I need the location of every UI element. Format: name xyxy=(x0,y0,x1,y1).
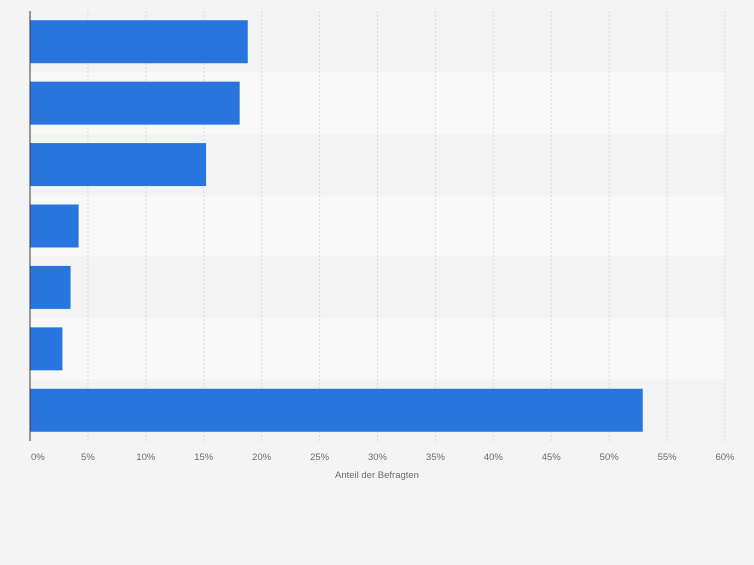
x-tick-label: 35% xyxy=(426,452,446,463)
x-tick-label: 15% xyxy=(194,452,214,463)
x-axis-label: Anteil der Befragten xyxy=(335,470,419,481)
x-tick-label: 55% xyxy=(658,452,678,463)
x-tick-label: 5% xyxy=(81,452,95,463)
x-tick-label: 25% xyxy=(310,452,330,463)
x-tick-label: 45% xyxy=(542,452,562,463)
bar xyxy=(30,327,63,371)
bar xyxy=(30,20,248,64)
bar xyxy=(30,204,79,248)
x-tick-label: 60% xyxy=(715,452,735,463)
bar xyxy=(30,265,71,309)
bar xyxy=(30,143,207,187)
x-tick-label: 30% xyxy=(368,452,388,463)
x-tick-label: 0% xyxy=(31,452,45,463)
bars xyxy=(30,20,643,432)
row-band xyxy=(30,195,725,257)
x-tick-labels: 0% 5% 10% 15% 20% 25% 30% 35% 40% 45% 50% 55% 60% xyxy=(31,452,735,463)
x-tick-label: 20% xyxy=(252,452,272,463)
x-tick-label: 10% xyxy=(136,452,156,463)
x-tick-label: 50% xyxy=(600,452,620,463)
bar xyxy=(30,388,643,432)
x-tick-label: 40% xyxy=(484,452,504,463)
bar xyxy=(30,81,240,125)
